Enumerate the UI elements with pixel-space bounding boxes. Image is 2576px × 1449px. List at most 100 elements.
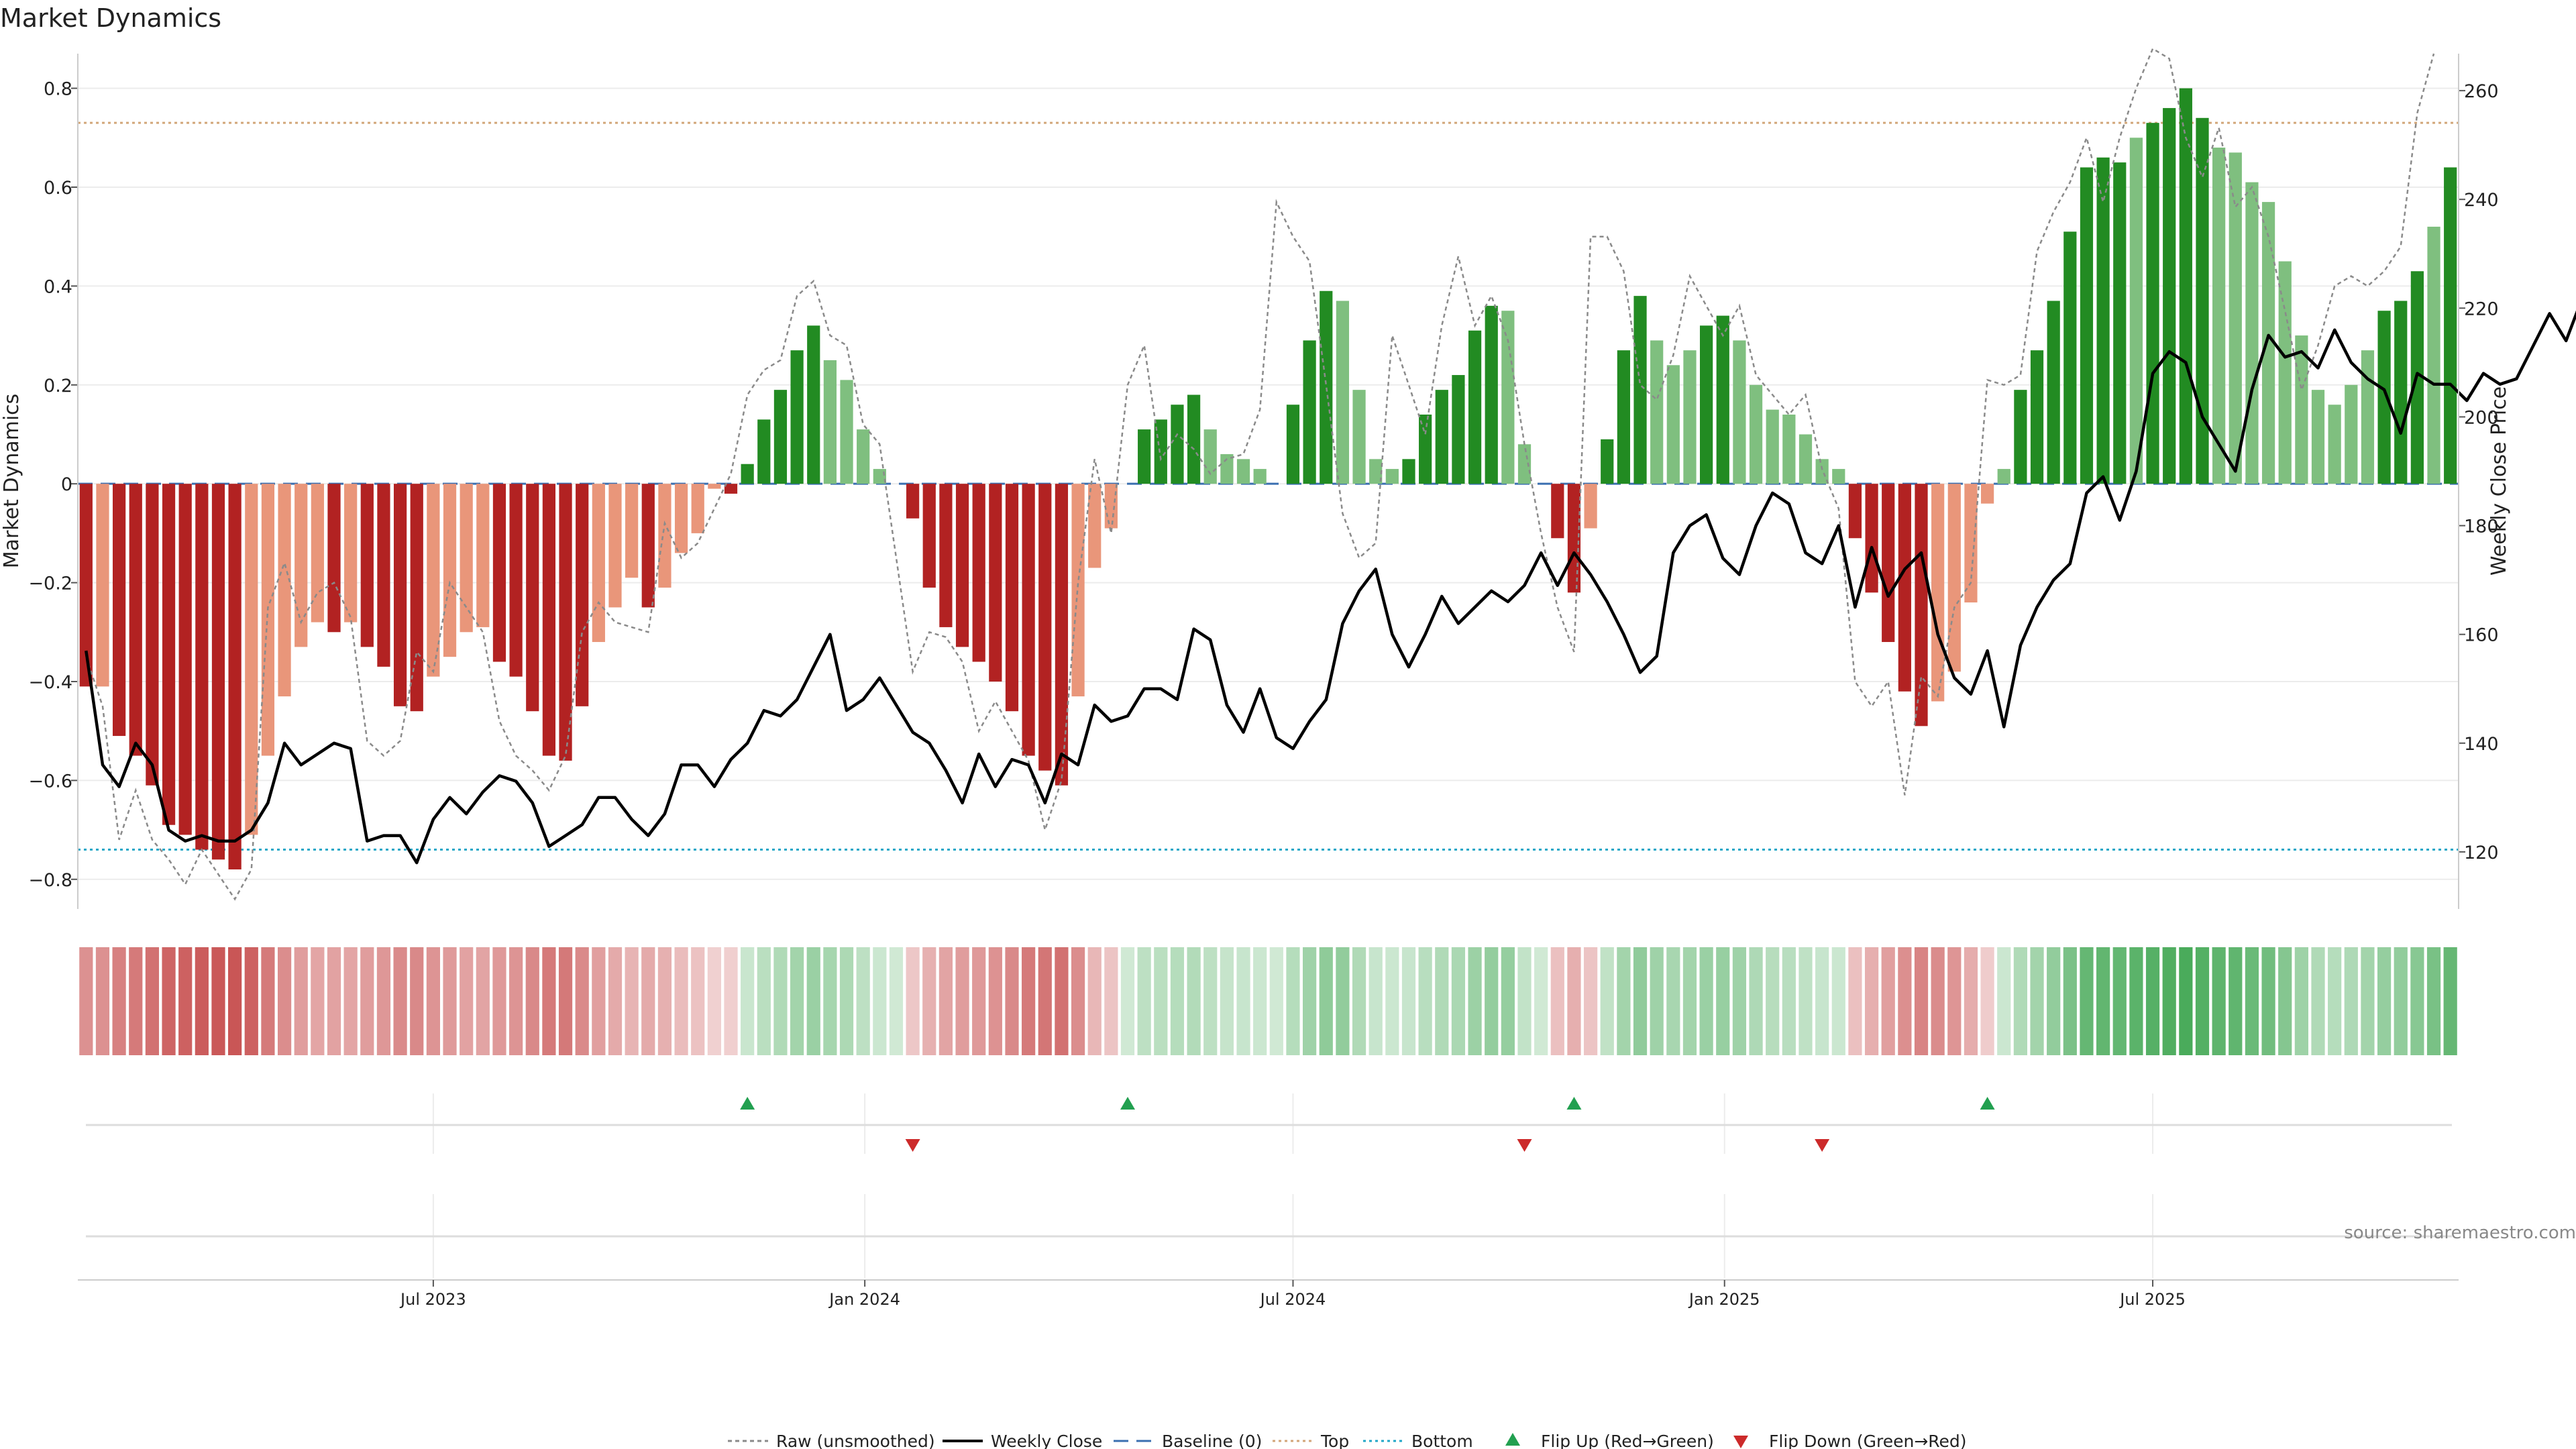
heat-cell [1682, 947, 1697, 1055]
momentum-bar [1848, 484, 1862, 539]
heat-cell [343, 947, 358, 1055]
heat-cell [2129, 947, 2143, 1055]
heat-cell [2328, 947, 2342, 1055]
heat-cell [558, 947, 573, 1055]
momentum-bar [2179, 88, 2192, 484]
heat-cell [1368, 947, 1383, 1055]
heat-cell [790, 947, 804, 1055]
heat-cell [1104, 947, 1118, 1055]
heat-cell [1831, 947, 1845, 1055]
momentum-bar [2377, 311, 2391, 484]
legend-label: Raw (unsmoothed) [776, 1432, 935, 1449]
heat-cell [476, 947, 490, 1055]
heat-cell [988, 947, 1002, 1055]
momentum-bar [1666, 365, 1680, 484]
heat-cell [426, 947, 440, 1055]
chart-title: Market Dynamics [0, 3, 221, 33]
heat-cell [1319, 947, 1333, 1055]
heat-cell [460, 947, 474, 1055]
heat-cell [509, 947, 523, 1055]
momentum-bar [576, 484, 589, 706]
momentum-bar [1303, 340, 1316, 484]
heat-cell [757, 947, 771, 1055]
momentum-bar [641, 484, 655, 608]
heat-cell [657, 947, 672, 1055]
momentum-bar [2345, 384, 2358, 484]
heat-cell [277, 947, 292, 1055]
heat-cell [1799, 947, 1813, 1055]
momentum-bar [261, 484, 275, 756]
raw-unsmoothed-line [85, 47, 2435, 901]
heat-cell [1418, 947, 1432, 1055]
heat-cell [1517, 947, 1532, 1055]
heat-cell [1964, 947, 1978, 1055]
momentum-bar [1071, 484, 1085, 697]
momentum-bar [2212, 148, 2226, 484]
heat-cell [162, 947, 176, 1055]
momentum-bar [741, 464, 754, 484]
heat-cell [1650, 947, 1664, 1055]
momentum-bar [1220, 453, 1234, 484]
momentum-bar [278, 484, 291, 697]
axes: −0.8 −0.6 −0.4 −0.2 0 0.2 0.4 0.6 0.8 120 140 160 18… [28, 54, 2499, 909]
heat-cell [145, 947, 160, 1055]
momentum-bar [344, 484, 358, 623]
momentum-bar [906, 484, 920, 519]
heat-cell [2361, 947, 2375, 1055]
heat-cell [443, 947, 457, 1055]
momentum-bar [245, 484, 258, 835]
momentum-bar [2080, 167, 2094, 484]
momentum-bar [691, 484, 704, 533]
heat-cell [1269, 947, 1283, 1055]
heat-cell [1303, 947, 1317, 1055]
momentum-bar [1633, 296, 1647, 484]
momentum-bar [1203, 429, 1217, 484]
momentum-heat-strip [79, 947, 2457, 1055]
momentum-bar [146, 484, 159, 786]
left-tick-label: −0.8 [28, 870, 72, 891]
momentum-bar [311, 484, 324, 623]
heat-cell [773, 947, 788, 1055]
heat-cell [1253, 947, 1267, 1055]
legend-label: Bottom [1411, 1432, 1473, 1449]
momentum-bar [2163, 108, 2176, 484]
heat-cell [1005, 947, 1019, 1055]
heat-cell [1137, 947, 1151, 1055]
heat-cell [525, 947, 539, 1055]
momentum-bar [823, 360, 837, 484]
momentum-bar [1584, 484, 1597, 529]
momentum-bar [410, 484, 423, 712]
momentum-bar [1320, 290, 1333, 484]
momentum-bar [327, 484, 341, 633]
heat-cell [1170, 947, 1185, 1055]
right-tick-label: 180 [2464, 517, 2499, 537]
legend-label: Flip Down (Green→Red) [1769, 1432, 1967, 1449]
heat-cell [1550, 947, 1564, 1055]
momentum-bar [1898, 484, 1911, 692]
momentum-bar [1947, 484, 1961, 672]
momentum-bar [1055, 484, 1069, 786]
momentum-bar [79, 484, 93, 687]
weekly-close-line [85, 310, 2576, 865]
x-tick-label: Jul 2025 [2118, 1290, 2186, 1309]
heat-cell [2047, 947, 2061, 1055]
heat-cell [1699, 947, 1713, 1055]
momentum-bar [2063, 231, 2077, 484]
momentum-bar [658, 484, 672, 588]
heat-cell [707, 947, 721, 1055]
right-tick-label: 140 [2464, 734, 2499, 755]
momentum-bar [1104, 484, 1118, 529]
momentum-bars [79, 88, 2457, 870]
momentum-bar [790, 350, 804, 484]
momentum-bar [2361, 350, 2375, 484]
momentum-bar [1915, 484, 1928, 727]
heat-cell [95, 947, 110, 1055]
heat-cell [1038, 947, 1052, 1055]
momentum-bar [1138, 429, 1151, 484]
right-tick-label: 220 [2464, 299, 2499, 319]
heat-cell [2096, 947, 2110, 1055]
heat-cell [2063, 947, 2077, 1055]
heat-cell [1401, 947, 1416, 1055]
heat-cell [129, 947, 143, 1055]
